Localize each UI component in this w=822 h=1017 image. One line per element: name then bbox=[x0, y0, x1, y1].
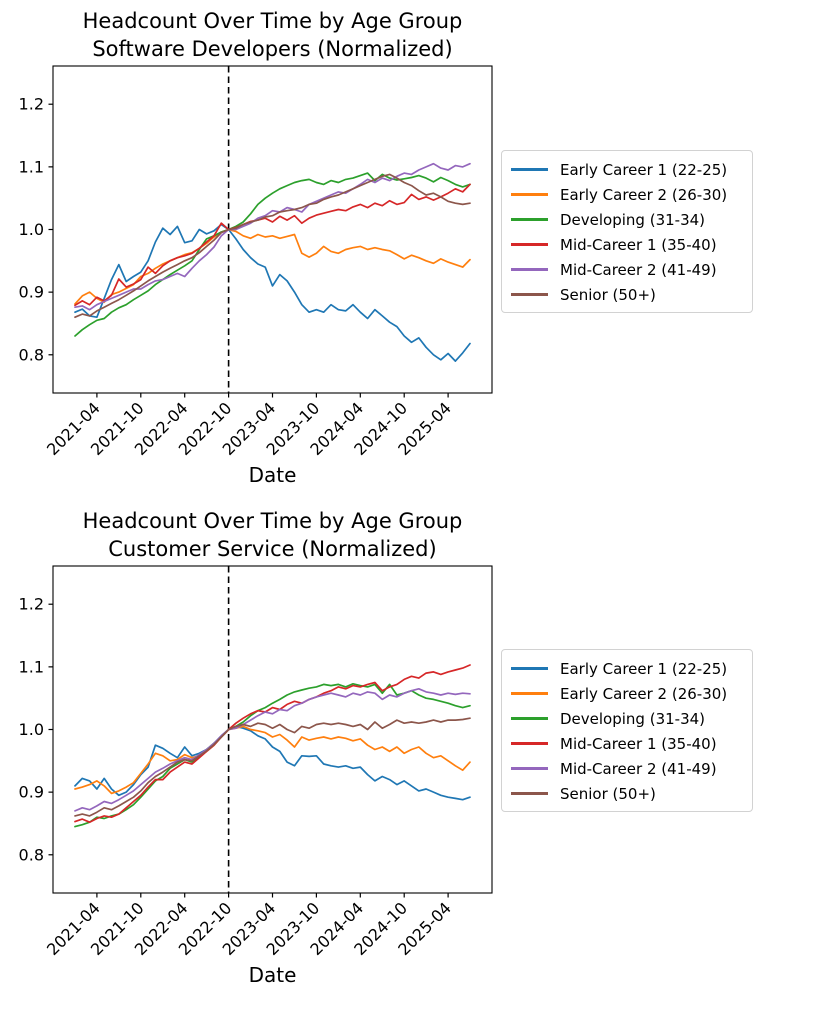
y-tick-label: 0.9 bbox=[19, 283, 44, 302]
y-tick-label: 1.0 bbox=[19, 720, 44, 739]
legend-line-swatch bbox=[511, 218, 548, 221]
legend-line-swatch bbox=[511, 193, 548, 196]
legend-item: Early Career 2 (26-30) bbox=[511, 182, 743, 207]
legend-item: Mid-Career 1 (35-40) bbox=[511, 731, 743, 756]
y-tick-label: 0.8 bbox=[19, 345, 44, 364]
legend-item-label: Mid-Career 1 (35-40) bbox=[560, 235, 717, 254]
plot-border bbox=[52, 65, 493, 394]
legend-item: Early Career 2 (26-30) bbox=[511, 681, 743, 706]
y-tick-label: 0.9 bbox=[19, 783, 44, 802]
axes-group-1: 0.80.91.01.11.22021-042021-102022-042022… bbox=[19, 565, 493, 959]
series-line bbox=[74, 223, 471, 362]
legend-item: Senior (50+) bbox=[511, 781, 743, 806]
legend-line-swatch bbox=[511, 293, 548, 296]
chart2-title-line1: Headcount Over Time by Age Group bbox=[82, 509, 463, 533]
chart1-xaxis-label: Date bbox=[248, 463, 297, 487]
series-line bbox=[74, 228, 471, 305]
legend-line-swatch bbox=[511, 243, 548, 246]
chart2-title: Headcount Over Time by Age Group Custome… bbox=[0, 508, 545, 563]
legend-item-label: Mid-Career 2 (41-49) bbox=[560, 759, 717, 778]
series-line bbox=[74, 687, 471, 812]
chart1-title: Headcount Over Time by Age Group Softwar… bbox=[0, 8, 545, 63]
legend-item-label: Early Career 2 (26-30) bbox=[560, 185, 728, 204]
series-line bbox=[74, 183, 471, 307]
legend-item: Mid-Career 2 (41-49) bbox=[511, 756, 743, 781]
series-line bbox=[74, 172, 471, 337]
y-tick-label: 1.1 bbox=[19, 157, 44, 176]
y-tick-label: 1.1 bbox=[19, 657, 44, 676]
legend-line-swatch bbox=[511, 168, 548, 171]
series-line bbox=[74, 664, 471, 824]
chart2-legend: Early Career 1 (22-25) Early Career 2 (2… bbox=[501, 649, 753, 812]
legend-line-swatch bbox=[511, 767, 548, 770]
series-line bbox=[74, 682, 471, 828]
chart2-title-line2: Customer Service (Normalized) bbox=[108, 536, 437, 561]
chart1-legend: Early Career 1 (22-25) Early Career 2 (2… bbox=[501, 150, 753, 313]
y-tick-label: 1.2 bbox=[19, 95, 44, 114]
legend-line-swatch bbox=[511, 742, 548, 745]
y-tick-label: 0.8 bbox=[19, 845, 44, 864]
y-tick-label: 1.0 bbox=[19, 220, 44, 239]
axes-group-0: 0.80.91.01.11.22021-042021-102022-042022… bbox=[19, 65, 493, 459]
legend-item: Mid-Career 1 (35-40) bbox=[511, 232, 743, 257]
legend-item-label: Developing (31-34) bbox=[560, 709, 706, 728]
legend-item: Early Career 1 (22-25) bbox=[511, 157, 743, 182]
legend-item-label: Mid-Career 2 (41-49) bbox=[560, 260, 717, 279]
series-line bbox=[74, 725, 471, 795]
series-line bbox=[74, 717, 471, 817]
legend-item: Mid-Career 2 (41-49) bbox=[511, 257, 743, 282]
chart2-xaxis-label: Date bbox=[248, 963, 297, 987]
legend-item: Developing (31-34) bbox=[511, 706, 743, 731]
series-line bbox=[74, 162, 471, 311]
legend-item-label: Senior (50+) bbox=[560, 285, 656, 304]
series-line bbox=[74, 173, 471, 319]
legend-item-label: Mid-Career 1 (35-40) bbox=[560, 734, 717, 753]
legend-item-label: Senior (50+) bbox=[560, 784, 656, 803]
y-tick-label: 1.2 bbox=[19, 595, 44, 614]
legend-item-label: Early Career 2 (26-30) bbox=[560, 684, 728, 703]
legend-item-label: Early Career 1 (22-25) bbox=[560, 160, 728, 179]
legend-item: Early Career 1 (22-25) bbox=[511, 656, 743, 681]
legend-line-swatch bbox=[511, 792, 548, 795]
legend-item-label: Developing (31-34) bbox=[560, 210, 706, 229]
chart1-title-line1: Headcount Over Time by Age Group bbox=[82, 9, 463, 33]
legend-item: Senior (50+) bbox=[511, 282, 743, 307]
chart1-title-line2: Software Developers (Normalized) bbox=[92, 36, 453, 61]
legend-item: Developing (31-34) bbox=[511, 207, 743, 232]
legend-line-swatch bbox=[511, 667, 548, 670]
legend-line-swatch bbox=[511, 692, 548, 695]
plot-border bbox=[52, 565, 493, 894]
legend-item-label: Early Career 1 (22-25) bbox=[560, 659, 728, 678]
legend-line-swatch bbox=[511, 717, 548, 720]
legend-line-swatch bbox=[511, 268, 548, 271]
